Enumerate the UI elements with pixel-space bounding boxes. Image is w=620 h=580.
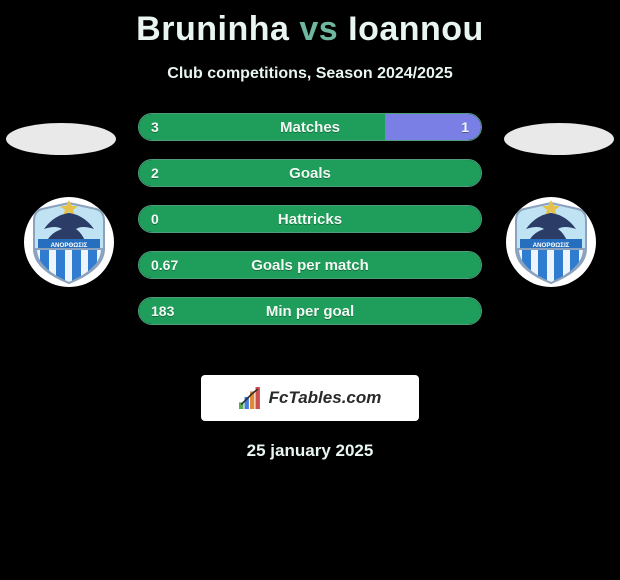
page-title: Bruninha vs Ioannou [0,10,620,49]
stat-bar-matches: 3 Matches 1 [138,113,482,141]
player1-name: Bruninha [136,10,289,48]
fctables-logo-icon [239,387,261,409]
player2-avatar-placeholder [504,123,614,155]
stat-label: Goals per match [139,252,481,278]
fctables-text: FcTables.com [269,388,382,408]
stat-label: Matches [139,114,481,140]
title-vs: vs [299,10,338,48]
stat-bar-hattricks: 0 Hattricks [138,205,482,233]
comparison-card: Bruninha vs Ioannou Club competitions, S… [0,0,620,580]
subtitle: Club competitions, Season 2024/2025 [0,65,620,83]
stat-bar-goals-per-match: 0.67 Goals per match [138,251,482,279]
stat-label: Hattricks [139,206,481,232]
shield-icon [24,197,114,287]
stats-section: 3 Matches 1 2 Goals 0 Hattricks [0,113,620,363]
footer-date: 25 january 2025 [0,441,620,461]
stat-bar-goals: 2 Goals [138,159,482,187]
player2-name: Ioannou [348,10,484,48]
stat-label: Min per goal [139,298,481,324]
shield-icon [506,197,596,287]
fctables-badge[interactable]: FcTables.com [201,375,419,421]
stat-value-right: 1 [461,114,469,140]
stat-bars: 3 Matches 1 2 Goals 0 Hattricks [138,113,482,343]
stat-label: Goals [139,160,481,186]
player1-club-shield [24,197,114,287]
player2-club-shield [506,197,596,287]
stat-bar-min-per-goal: 183 Min per goal [138,297,482,325]
player1-avatar-placeholder [6,123,116,155]
